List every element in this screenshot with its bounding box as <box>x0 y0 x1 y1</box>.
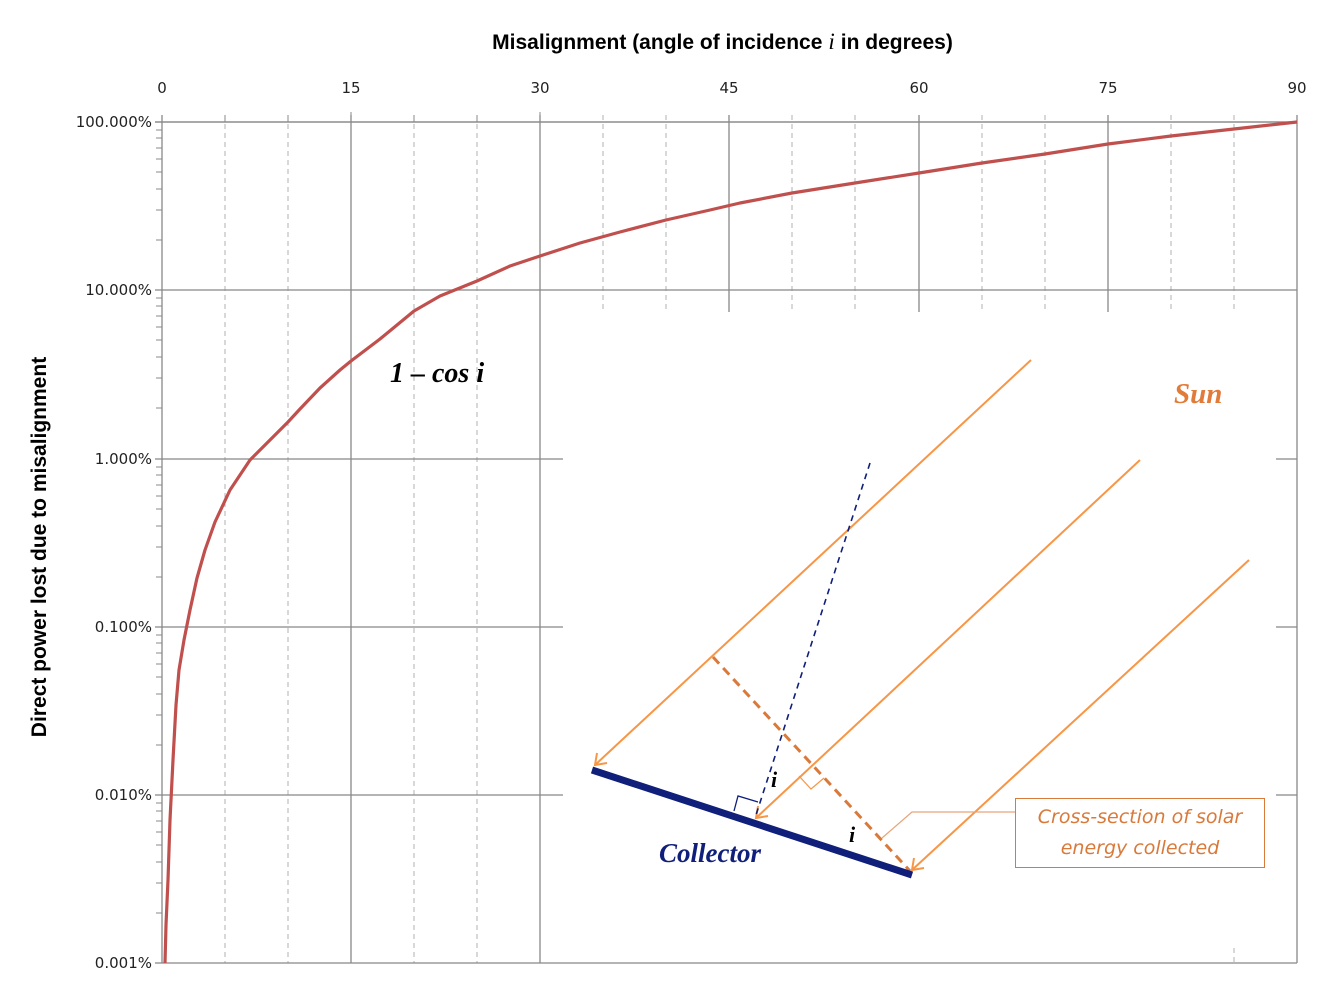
cross-section-line <box>711 655 912 873</box>
title-prefix: Misalignment (angle of incidence <box>492 31 823 54</box>
y-tick-10: 10.000% <box>85 281 152 299</box>
x-tick-75: 75 <box>1098 79 1118 97</box>
y-minor-ticks <box>156 129 162 914</box>
angle-i-label-cross: i <box>849 822 856 847</box>
collector <box>590 766 914 879</box>
x-tick-90: 90 <box>1287 79 1307 97</box>
y-tick-1: 1.000% <box>94 450 152 468</box>
callout-leader <box>881 811 1015 839</box>
collector-label: Collector <box>659 838 761 868</box>
callout-line-1: Cross-section of solar <box>1037 806 1243 828</box>
x-tick-60: 60 <box>909 79 929 97</box>
minor-grid <box>224 115 1235 963</box>
x-tick-15: 15 <box>341 79 361 97</box>
chart-title: Misalignment (angle of incidence i in degr… <box>0 29 1344 55</box>
sun-label: Sun <box>1174 378 1223 410</box>
right-angle-blue <box>733 795 759 812</box>
x-tick-30: 30 <box>530 79 550 97</box>
y-tick-0.01: 0.010% <box>94 786 152 804</box>
sun-rays <box>594 359 1250 871</box>
x-tick-0: 0 <box>157 79 167 97</box>
collector-normal <box>754 462 871 819</box>
x-tick-45: 45 <box>719 79 739 97</box>
right-angle-orange <box>798 775 825 790</box>
title-suffix: in degrees) <box>840 31 953 54</box>
callout-line-2: energy collected <box>1060 837 1220 859</box>
y-tick-100: 100.000% <box>75 113 152 131</box>
curve-1-minus-cos-i <box>163 120 1298 964</box>
y-tick-0.001: 0.001% <box>94 954 152 972</box>
cross-section-callout: Cross-section of solar energy collected <box>1015 798 1265 868</box>
curve-label: 1 – cos i <box>390 358 485 389</box>
angle-i-label-normal: i <box>771 767 778 792</box>
y-tick-0.1: 0.100% <box>94 618 152 636</box>
title-var: i <box>828 29 835 54</box>
